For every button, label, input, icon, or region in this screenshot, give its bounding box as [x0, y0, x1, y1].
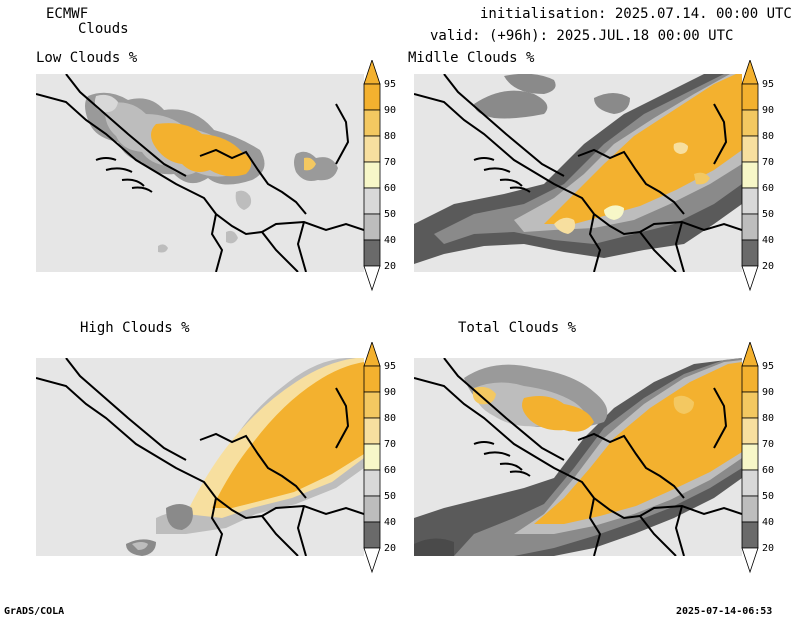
panel-title-total: Total Clouds %: [458, 320, 577, 336]
colorbar-middle: [741, 60, 759, 292]
colorbar-low-label-80: 80: [384, 131, 397, 142]
colorbar-total-label-80: 80: [762, 413, 775, 424]
colorbar-middle-label-95: 95: [762, 79, 775, 90]
high-cloud-field: [126, 358, 364, 556]
colorbar-low-label-70: 70: [384, 157, 397, 168]
panel-title-high: High Clouds %: [80, 320, 190, 336]
map-low-clouds: [36, 74, 364, 272]
colorbar-high-label-20: 20: [384, 543, 397, 554]
colorbar-total-label-40: 40: [762, 517, 775, 528]
initialisation-time: initialisation: 2025.07.14. 00:00 UTC: [480, 6, 792, 22]
model-name: ECMWF: [46, 6, 89, 22]
colorbar-total-label-70: 70: [762, 439, 775, 450]
map-high-clouds: [36, 358, 364, 556]
colorbar-high-label-60: 60: [384, 465, 397, 476]
colorbar-low-label-20: 20: [384, 261, 397, 272]
colorbar-low-label-60: 60: [384, 183, 397, 194]
valid-time: valid: (+96h): 2025.JUL.18 00:00 UTC: [430, 28, 734, 44]
colorbar-high-label-90: 90: [384, 387, 397, 398]
colorbar-low-label-40: 40: [384, 235, 397, 246]
colorbar-high-label-95: 95: [384, 361, 397, 372]
product-name: Clouds: [78, 21, 129, 37]
coastlines-borders: [36, 74, 364, 272]
colorbar-total-label-50: 50: [762, 491, 775, 502]
colorbar-total-label-90: 90: [762, 387, 775, 398]
colorbar-high: [363, 342, 381, 574]
colorbar-middle-label-40: 40: [762, 235, 775, 246]
colorbar-low: [363, 60, 381, 292]
coastlines-borders: [414, 74, 742, 272]
colorbar-middle-label-60: 60: [762, 183, 775, 194]
footer-software: GrADS/COLA: [4, 606, 65, 617]
colorbar-low-label-50: 50: [384, 209, 397, 220]
low-cloud-field: [85, 92, 338, 253]
colorbar-total: [741, 342, 759, 574]
colorbar-total-label-95: 95: [762, 361, 775, 372]
colorbar-high-label-80: 80: [384, 413, 397, 424]
colorbar-high-label-50: 50: [384, 491, 397, 502]
colorbar-middle-label-80: 80: [762, 131, 775, 142]
map-total-clouds: [414, 358, 742, 556]
panel-title-low: Low Clouds %: [36, 50, 138, 66]
panel-title-middle: Midlle Clouds %: [408, 50, 535, 66]
colorbar-total-label-60: 60: [762, 465, 775, 476]
colorbar-low-label-90: 90: [384, 105, 397, 116]
coastlines-borders: [36, 358, 364, 556]
colorbar-middle-label-50: 50: [762, 209, 775, 220]
map-middle-clouds: [414, 74, 742, 272]
colorbar-high-label-70: 70: [384, 439, 397, 450]
colorbar-low-label-95: 95: [384, 79, 397, 90]
coastlines-borders: [414, 358, 742, 556]
colorbar-middle-label-70: 70: [762, 157, 775, 168]
colorbar-middle-label-20: 20: [762, 261, 775, 272]
footer-timestamp: 2025-07-14-06:53: [676, 606, 773, 617]
colorbar-total-label-20: 20: [762, 543, 775, 554]
colorbar-high-label-40: 40: [384, 517, 397, 528]
colorbar-middle-label-90: 90: [762, 105, 775, 116]
